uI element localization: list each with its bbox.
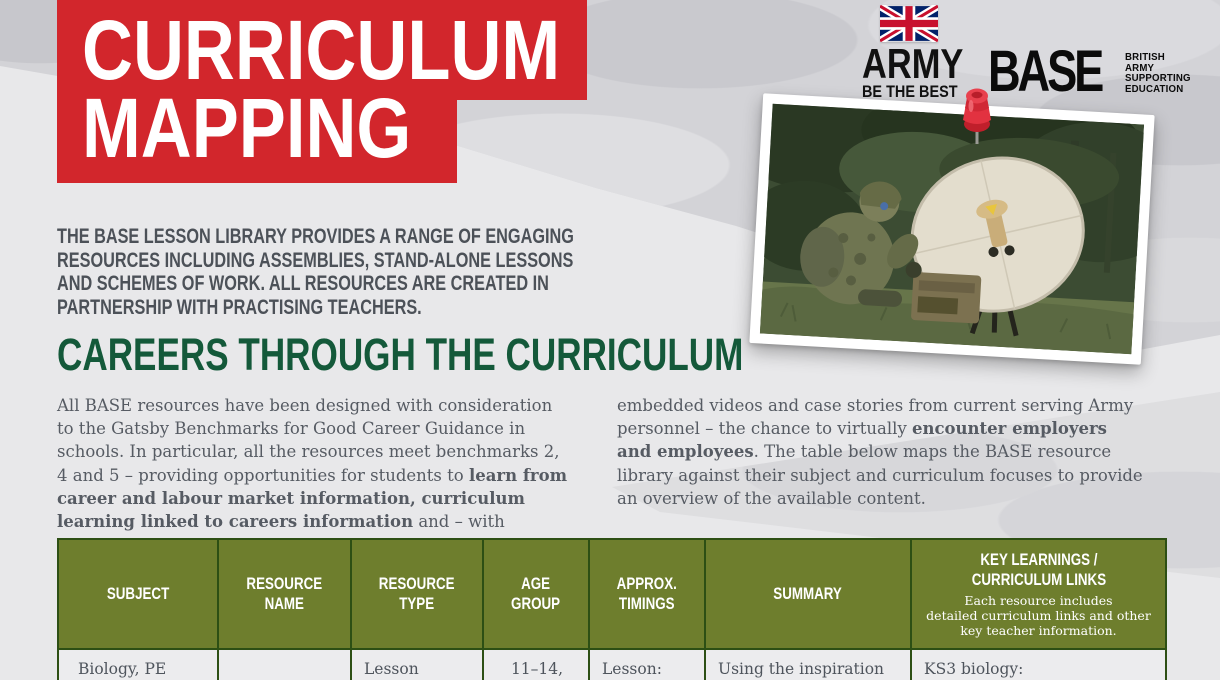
section-heading-text: CAREERS THROUGH THE CURRICULUM: [57, 329, 744, 380]
base-logo: BASE BRITISH ARMY SUPPORTING EDUCATION: [988, 39, 1197, 104]
soldier-satellite-photo: [749, 93, 1155, 365]
section-heading: CAREERS THROUGH THE CURRICULUM: [57, 332, 937, 377]
union-jack-icon: [880, 5, 938, 42]
base-logo-sidetext: BRITISH ARMY SUPPORTING EDUCATION: [1125, 50, 1196, 94]
cell-subject: Biology, PE: [57, 648, 219, 680]
body-column-right: embedded videos and case stories from cu…: [617, 396, 1143, 508]
header-age-group: AGE GROUP: [482, 538, 590, 650]
header-resource-name: RESOURCE NAME: [217, 538, 352, 650]
base-side-line: BRITISH: [1125, 51, 1166, 63]
cell-resource-name: Peak Performance: [217, 648, 352, 680]
soldier-satellite-illustration: [759, 103, 1145, 355]
cell-summary: Using the inspiration of ‘Polar Preacher…: [704, 648, 912, 680]
base-logo-word: BASE: [988, 39, 1104, 104]
header-key-learnings: KEY LEARNINGS / CURRICULUM LINKS Each re…: [910, 538, 1167, 650]
army-logo: ARMY BE THE BEST: [862, 5, 972, 102]
base-side-line: EDUCATION: [1125, 82, 1184, 95]
cell-timings: Lesson: 45 Minutes: [588, 648, 706, 680]
title-banner-line1: CURRICULUM: [57, 0, 587, 100]
army-logo-tagline: BE THE BEST: [862, 82, 958, 101]
cell-resource-type: Lesson: [350, 648, 484, 680]
base-side-line: SUPPORTING: [1125, 72, 1191, 84]
header-resource-type: RESOURCE TYPE: [350, 538, 484, 650]
intro-text: THE BASE LESSON LIBRARY PROVIDES A RANGE…: [57, 225, 574, 319]
table-row: Biology, PE Peak Performance Lesson 11–1…: [57, 648, 1167, 680]
body-column-left: All BASE resources have been designed wi…: [57, 396, 568, 532]
page-title-line1: CURRICULUM: [82, 3, 561, 97]
table-header-row: SUBJECT RESOURCE NAME RESOURCE TYPE AGE …: [57, 538, 1167, 650]
base-side-line: ARMY: [1125, 61, 1155, 74]
army-logo-word: ARMY: [862, 40, 964, 87]
page-title-line2: MAPPING: [82, 81, 412, 175]
curriculum-mapping-table: SUBJECT RESOURCE NAME RESOURCE TYPE AGE …: [57, 538, 1167, 680]
header-approx-timings: APPROX. TIMINGS: [588, 538, 706, 650]
cell-key-learnings: KS3 biology:: [910, 648, 1167, 680]
cell-age-group: 11–14, 14–16: [482, 648, 590, 680]
header-key-learnings-note: Each resource includes detailed curricul…: [926, 593, 1151, 638]
header-summary: SUMMARY: [704, 538, 912, 650]
pushpin-icon: [963, 88, 991, 144]
title-banner-line2: MAPPING: [57, 86, 457, 183]
intro-paragraph: THE BASE LESSON LIBRARY PROVIDES A RANGE…: [57, 225, 609, 319]
header-subject: SUBJECT: [57, 538, 219, 650]
